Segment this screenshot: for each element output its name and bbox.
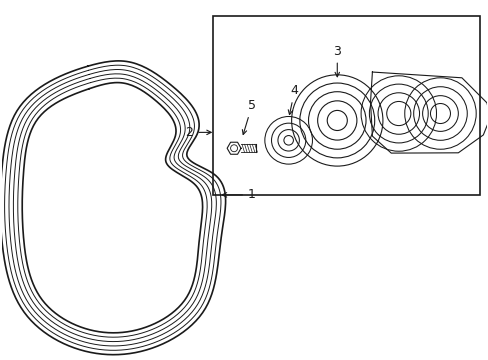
Text: 5: 5	[242, 99, 255, 135]
Bar	[213, 16, 479, 195]
Text: 2: 2	[185, 126, 211, 139]
Text: 4: 4	[287, 84, 298, 114]
Text: 1: 1	[222, 188, 255, 201]
Text: 3: 3	[333, 45, 341, 77]
